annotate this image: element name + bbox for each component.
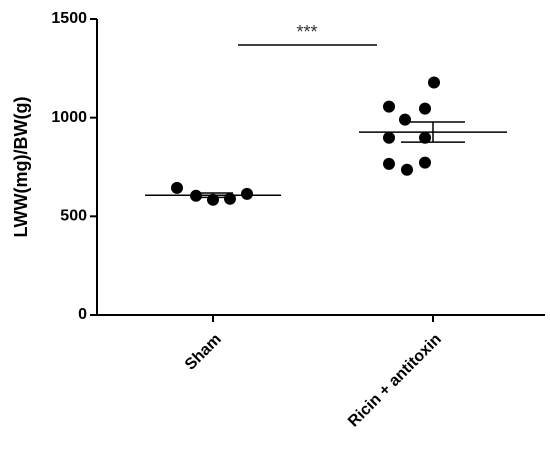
data-point [419,102,431,115]
data-point [383,157,395,170]
y-axis-label: LWW(mg)/BW(g) [11,97,31,238]
data-point [419,131,431,144]
data-point [383,131,395,144]
x-tick-label: Sham [182,331,225,374]
data-point [241,187,253,200]
significance-label: *** [296,22,317,42]
data-point [399,113,411,126]
y-tick-label: 1000 [51,109,87,126]
y-tick-label: 500 [60,208,87,225]
x-tick-label: Ricin + antitoxin [345,331,445,431]
data-point [401,163,413,176]
data-point [428,76,440,89]
data-point [383,100,395,113]
y-tick-label: 1500 [51,10,87,27]
data-point [171,181,183,194]
data-point [419,156,431,169]
y-tick-label: 0 [78,306,87,323]
